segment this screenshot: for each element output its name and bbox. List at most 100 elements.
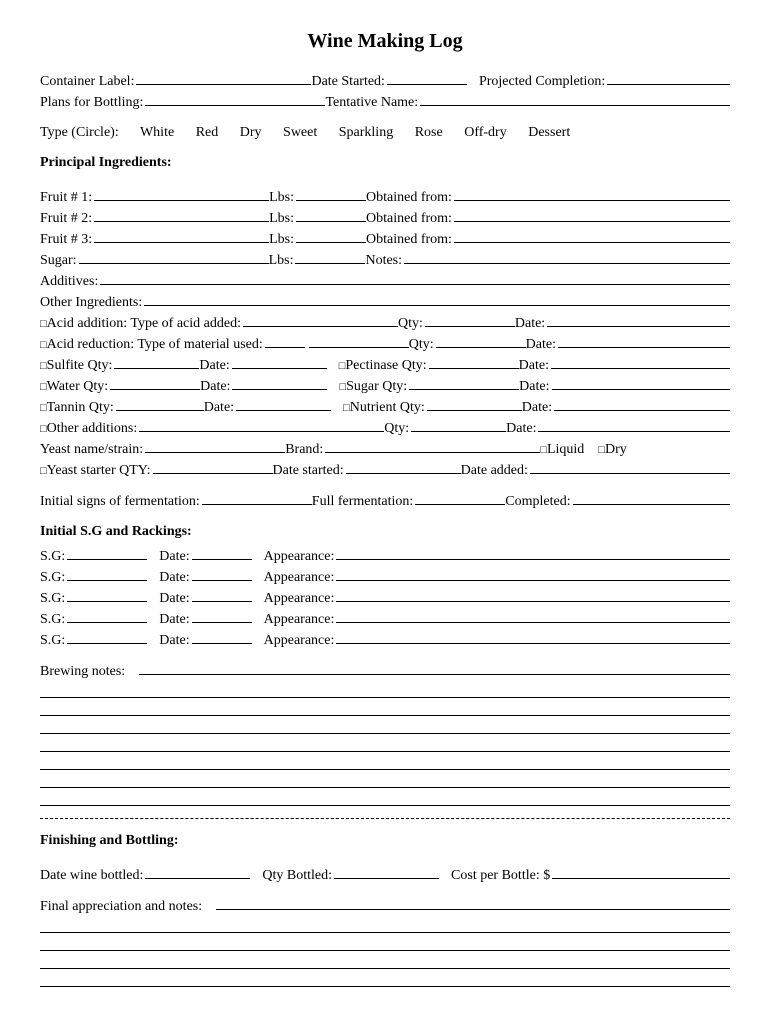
checkbox-icon[interactable]: □ [343,402,350,414]
fruit3-obtained-blank[interactable] [454,229,730,243]
type-rose[interactable]: Rose [415,125,443,140]
sg-date-blank-4[interactable] [192,609,252,623]
water-date-blank[interactable] [232,376,327,390]
type-white[interactable]: White [140,125,174,140]
yeast-date-added-blank[interactable] [530,460,730,474]
checkbox-icon[interactable]: □ [40,360,47,372]
final-notes-line-2[interactable] [40,935,730,951]
plans-blank[interactable] [145,92,325,106]
appearance-blank-3[interactable] [336,588,730,602]
fruit3-blank[interactable] [94,229,269,243]
brand-blank[interactable] [325,439,540,453]
brewing-notes-line-3[interactable] [40,718,730,734]
yeast-date-started-blank[interactable] [346,460,461,474]
brewing-notes-line-5[interactable] [40,754,730,770]
checkbox-icon[interactable]: □ [40,381,47,393]
type-sweet[interactable]: Sweet [283,125,317,140]
tannin-blank[interactable] [116,397,204,411]
fruit2-obtained-blank[interactable] [454,208,730,222]
checkbox-icon[interactable]: □ [40,465,47,477]
brewing-notes-line-1[interactable] [40,682,730,698]
sugar-qty-date-blank[interactable] [552,376,731,390]
final-notes-line-4[interactable] [40,971,730,987]
appearance-blank-2[interactable] [336,567,730,581]
fruit1-blank[interactable] [94,187,269,201]
acid-red-blank2[interactable] [309,334,409,348]
acid-add-qty-blank[interactable] [425,313,515,327]
additives-blank[interactable] [100,271,730,285]
tannin-date-blank[interactable] [236,397,331,411]
checkbox-icon[interactable]: □ [40,402,47,414]
appearance-blank-1[interactable] [336,546,730,560]
sg-blank-5[interactable] [67,630,147,644]
brewing-notes-line-4[interactable] [40,736,730,752]
final-notes-blank-0[interactable] [216,896,730,910]
acid-red-blank1[interactable] [265,334,305,348]
tentative-blank[interactable] [420,92,730,106]
checkbox-icon[interactable]: □ [339,381,346,393]
sulfite-date-blank[interactable] [232,355,327,369]
sg-date-blank-2[interactable] [192,567,252,581]
sg-date-blank-3[interactable] [192,588,252,602]
sg-blank-4[interactable] [67,609,147,623]
full-ferm-blank[interactable] [415,491,505,505]
brewing-notes-line-2[interactable] [40,700,730,716]
container-blank[interactable] [136,71,311,85]
sg-date-blank-5[interactable] [192,630,252,644]
other-add-qty-blank[interactable] [411,418,506,432]
type-sparkling[interactable]: Sparkling [339,125,393,140]
appearance-blank-4[interactable] [336,609,730,623]
water-blank[interactable] [110,376,200,390]
brewing-notes-line-7[interactable] [40,790,730,806]
type-dessert[interactable]: Dessert [528,125,570,140]
appearance-blank-5[interactable] [336,630,730,644]
completed-blank[interactable] [573,491,730,505]
fruit1-lbs-blank[interactable] [296,187,366,201]
acid-add-blank[interactable] [243,313,398,327]
type-dry[interactable]: Dry [240,125,262,140]
checkbox-icon[interactable]: □ [598,444,605,456]
sg-blank-3[interactable] [67,588,147,602]
yeast-name-blank[interactable] [145,439,285,453]
acid-red-date-blank[interactable] [558,334,730,348]
fruit1-obtained-blank[interactable] [454,187,730,201]
nutrient-date-blank[interactable] [554,397,730,411]
sg-blank-2[interactable] [67,567,147,581]
brewing-notes-blank-0[interactable] [139,661,730,675]
fruit2-lbs-blank[interactable] [296,208,366,222]
initial-signs-blank[interactable] [202,491,312,505]
date-started-blank[interactable] [387,71,467,85]
yeast-starter-qty-blank[interactable] [153,460,273,474]
nutrient-blank[interactable] [427,397,522,411]
checkbox-icon[interactable]: □ [40,318,47,330]
other-add-date-blank[interactable] [538,418,730,432]
other-ing-blank[interactable] [144,292,730,306]
other-add-blank[interactable] [139,418,384,432]
acid-add-date-blank[interactable] [547,313,730,327]
fruit3-lbs-blank[interactable] [296,229,366,243]
projected-blank[interactable] [607,71,730,85]
sugar-lbs-blank[interactable] [295,250,365,264]
pectinase-blank[interactable] [429,355,519,369]
pectinase-date-blank[interactable] [551,355,730,369]
type-red[interactable]: Red [196,125,219,140]
final-notes-line-1[interactable] [40,917,730,933]
brewing-notes-line-6[interactable] [40,772,730,788]
sg-date-blank-1[interactable] [192,546,252,560]
sg-blank-1[interactable] [67,546,147,560]
checkbox-icon[interactable]: □ [40,339,47,351]
sugar-qty-blank[interactable] [409,376,519,390]
sugar-notes-blank[interactable] [404,250,730,264]
date-bottled-blank[interactable] [145,865,250,879]
qty-bottled-blank[interactable] [334,865,439,879]
fruit2-blank[interactable] [94,208,269,222]
final-notes-line-3[interactable] [40,953,730,969]
checkbox-icon[interactable]: □ [339,360,346,372]
sugar-blank[interactable] [79,250,269,264]
cost-blank[interactable] [552,865,730,879]
checkbox-icon[interactable]: □ [40,423,47,435]
checkbox-icon[interactable]: □ [540,444,547,456]
sulfite-blank[interactable] [114,355,199,369]
acid-red-qty-blank[interactable] [436,334,526,348]
type-offdry[interactable]: Off-dry [464,125,507,140]
